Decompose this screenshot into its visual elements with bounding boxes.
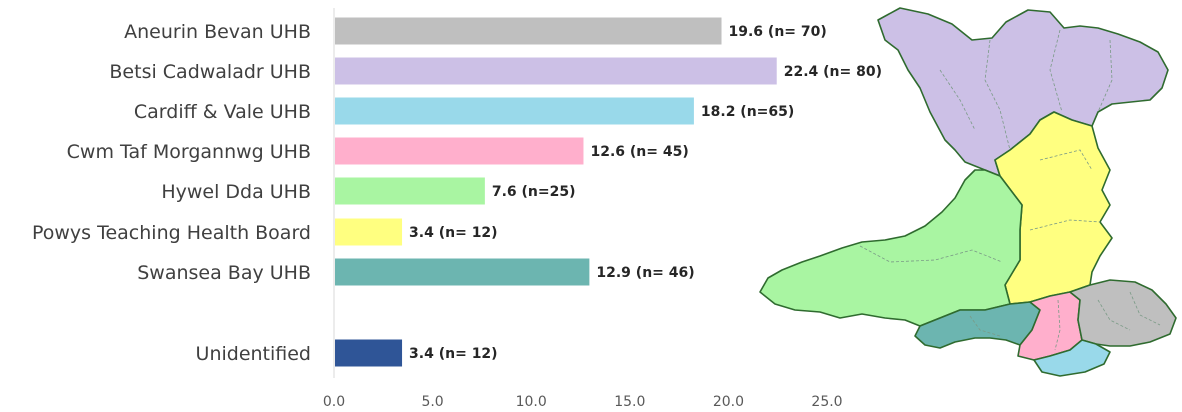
data-label: 3.4 (n= 12) <box>409 346 498 362</box>
map-region-cardiff-vale <box>1033 339 1111 377</box>
category-label: Powys Teaching Health Board <box>32 222 311 244</box>
bar-cwm-taf-morgannwg-uhb <box>335 137 584 165</box>
data-label: 22.4 (n= 80) <box>784 64 882 80</box>
map-internal-border <box>969 315 1001 337</box>
map-internal-border <box>1054 299 1061 351</box>
category-label: Cwm Taf Morgannwg UHB <box>67 141 311 163</box>
category-label: Cardiff & Vale UHB <box>134 101 311 123</box>
map-internal-border <box>1039 149 1093 171</box>
map-internal-border <box>859 245 1003 263</box>
map-region-betsi-cadwaladr <box>877 7 1169 177</box>
bar-unidentified <box>335 339 403 367</box>
category-label: Aneurin Bevan UHB <box>124 21 311 43</box>
x-tick-label: 25.0 <box>811 394 842 410</box>
data-label: 12.6 (n= 45) <box>590 144 688 160</box>
bar-aneurin-bevan-uhb <box>335 17 722 45</box>
x-tick-label: 5.0 <box>421 394 443 410</box>
data-label: 7.6 (n=25) <box>492 184 576 200</box>
map-internal-border <box>984 39 1011 151</box>
category-label: Hywel Dda UHB <box>161 181 311 203</box>
data-label: 12.9 (n= 46) <box>596 265 694 281</box>
category-label: Swansea Bay UHB <box>137 262 311 284</box>
category-label: Betsi Cadwaladr UHB <box>109 61 311 83</box>
x-tick-label: 15.0 <box>614 394 645 410</box>
map-internal-border <box>1049 29 1063 113</box>
map-internal-border <box>1029 219 1101 231</box>
map-internal-border <box>1097 39 1113 113</box>
map-internal-border <box>1129 291 1161 326</box>
data-label: 3.4 (n= 12) <box>409 225 498 241</box>
bar-swansea-bay-uhb <box>335 258 590 286</box>
map-internal-border <box>939 69 976 131</box>
bar-betsi-cadwaladr-uhb <box>335 57 777 85</box>
data-label: 19.6 (n= 70) <box>729 24 827 40</box>
category-label: Unidentified <box>196 343 311 365</box>
bar-powys-teaching-health-board <box>335 218 403 246</box>
x-tick-label: 0.0 <box>323 394 345 410</box>
x-tick-label: 20.0 <box>713 394 744 410</box>
data-label: 18.2 (n=65) <box>701 104 794 120</box>
map-region-aneurin-bevan <box>1069 279 1177 347</box>
map-region-hywel-dda <box>759 169 1023 327</box>
wales-map <box>759 7 1177 377</box>
bar-cardiff-and-vale-uhb <box>335 97 694 125</box>
x-tick-label: 10.0 <box>516 394 547 410</box>
bar-hywel-dda-uhb <box>335 177 485 205</box>
map-internal-border <box>1097 299 1131 331</box>
